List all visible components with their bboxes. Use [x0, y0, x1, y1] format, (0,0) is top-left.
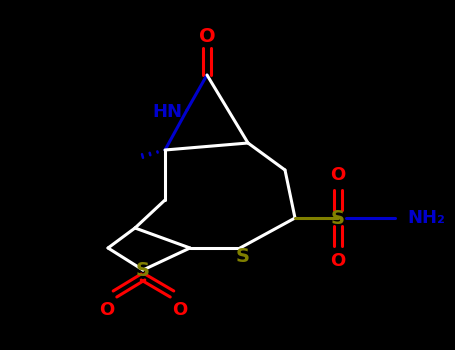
Text: O: O: [330, 252, 346, 270]
Text: S: S: [136, 260, 150, 280]
Text: HN: HN: [152, 103, 182, 121]
Text: NH₂: NH₂: [407, 209, 445, 227]
Text: O: O: [99, 301, 115, 319]
Text: O: O: [172, 301, 187, 319]
Text: S: S: [236, 246, 250, 266]
Text: S: S: [331, 209, 345, 228]
Text: O: O: [330, 166, 346, 184]
Text: O: O: [199, 28, 215, 47]
